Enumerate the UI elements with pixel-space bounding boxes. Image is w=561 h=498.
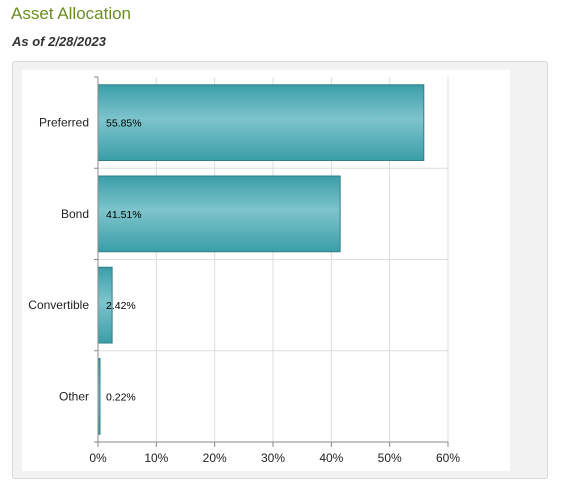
x-tick-label: 30%: [261, 451, 285, 465]
bar-bond: [97, 175, 341, 253]
data-label-bond: 41.51%: [106, 209, 142, 221]
data-label-other: 0.22%: [106, 391, 136, 403]
x-tick-label: 50%: [378, 451, 402, 465]
data-label-convertible: 2.42%: [106, 300, 136, 312]
x-tick-label: 60%: [436, 451, 460, 465]
category-label-other: Other: [59, 389, 89, 403]
category-label-convertible: Convertible: [28, 298, 89, 312]
x-tick-label: 10%: [144, 451, 168, 465]
labels: Preferred 55.85% Bond 41.51% Convertible 2.42…: [28, 116, 460, 465]
category-label-preferred: Preferred: [39, 116, 89, 130]
bar-preferred: [97, 84, 425, 161]
category-label-bond: Bond: [61, 207, 89, 221]
x-tick-label: 0%: [89, 451, 107, 465]
axes: [94, 76, 449, 447]
as-of-date: As of 2/28/2023: [12, 34, 106, 49]
data-label-preferred: 55.85%: [106, 118, 142, 130]
chart-title: Asset Allocation: [11, 4, 132, 23]
x-tick-label: 40%: [319, 451, 343, 465]
x-tick-label: 20%: [203, 451, 227, 465]
